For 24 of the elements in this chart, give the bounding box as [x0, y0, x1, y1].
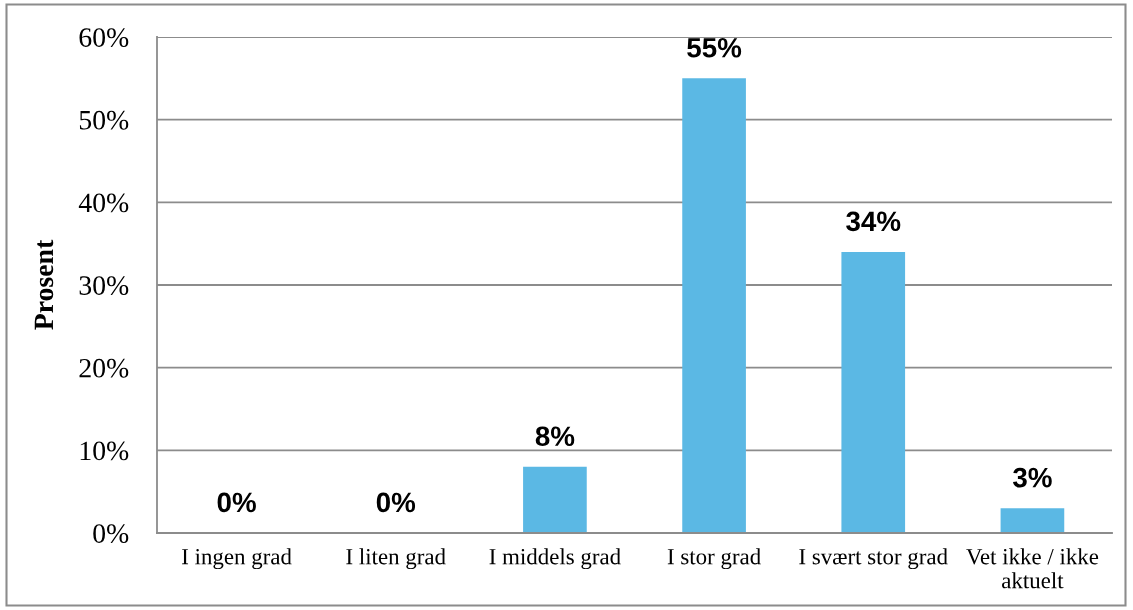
y-tick-label: 40%	[78, 193, 129, 213]
x-tick-label: I ingen grad	[182, 548, 292, 570]
bar	[523, 466, 587, 533]
x-tick-label: I middels grad	[489, 548, 621, 570]
y-tick-label: 60%	[79, 28, 129, 47]
y-tick-label: 0%	[93, 524, 129, 543]
bar	[1000, 508, 1065, 533]
data-label: 8%	[535, 426, 575, 447]
y-tick-label: 50%	[79, 110, 129, 130]
y-tick-label: 30%	[79, 276, 129, 295]
data-label: 0%	[217, 492, 256, 513]
data-label: 55%	[687, 37, 742, 58]
x-tick-label: Vet ikke / ikke aktuelt	[966, 548, 1099, 589]
x-tick-label: I liten grad	[346, 548, 446, 570]
bar	[682, 78, 746, 533]
data-label: 0%	[376, 492, 416, 513]
data-label: 3%	[1012, 467, 1052, 488]
data-label: 34%	[846, 211, 901, 232]
x-tick-label: I svært stor grad	[799, 548, 948, 570]
y-tick-label: 20%	[79, 358, 129, 378]
x-tick-label: I stor grad	[667, 548, 761, 570]
y-tick-label: 10%	[80, 441, 129, 461]
bar	[841, 251, 906, 533]
y-axis-title: Prosent	[34, 239, 54, 330]
